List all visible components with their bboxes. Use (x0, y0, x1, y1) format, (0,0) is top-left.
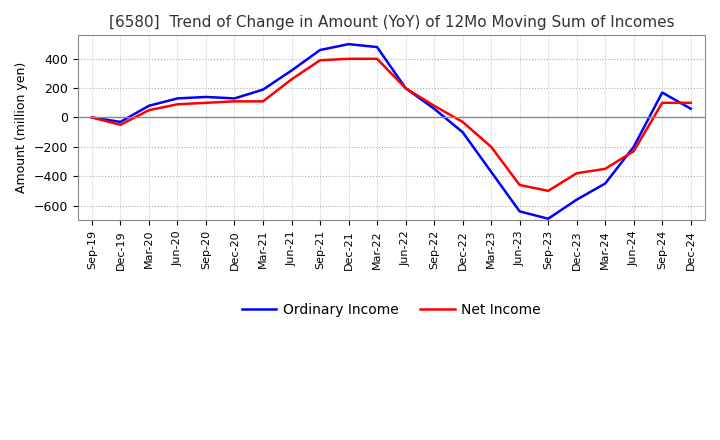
Ordinary Income (344, 41, 353, 47)
Net Income (373, 56, 382, 62)
Ordinary Income (601, 181, 610, 186)
Net Income (516, 182, 524, 187)
Ordinary Income (629, 144, 638, 150)
Net Income (173, 102, 181, 107)
Ordinary Income (686, 106, 695, 111)
Ordinary Income (459, 129, 467, 135)
Ordinary Income (116, 119, 125, 125)
Ordinary Income (373, 44, 382, 50)
Net Income (202, 100, 210, 106)
Y-axis label: Amount (million yen): Amount (million yen) (15, 62, 28, 194)
Net Income (401, 85, 410, 91)
Legend: Ordinary Income, Net Income: Ordinary Income, Net Income (236, 297, 546, 323)
Ordinary Income (658, 90, 667, 95)
Ordinary Income (516, 209, 524, 214)
Ordinary Income (202, 94, 210, 99)
Net Income (344, 56, 353, 62)
Line: Ordinary Income: Ordinary Income (92, 44, 690, 219)
Net Income (430, 103, 438, 108)
Net Income (315, 58, 324, 63)
Ordinary Income (401, 85, 410, 91)
Net Income (258, 99, 267, 104)
Ordinary Income (315, 48, 324, 53)
Net Income (88, 115, 96, 120)
Line: Net Income: Net Income (92, 59, 690, 191)
Net Income (601, 166, 610, 172)
Ordinary Income (173, 96, 181, 101)
Net Income (287, 77, 296, 82)
Net Income (572, 171, 581, 176)
Net Income (686, 100, 695, 106)
Net Income (658, 100, 667, 106)
Net Income (459, 119, 467, 125)
Ordinary Income (145, 103, 153, 108)
Ordinary Income (487, 169, 495, 174)
Ordinary Income (544, 216, 552, 221)
Net Income (487, 144, 495, 150)
Ordinary Income (572, 197, 581, 202)
Net Income (145, 107, 153, 113)
Ordinary Income (430, 106, 438, 111)
Net Income (230, 99, 239, 104)
Ordinary Income (230, 96, 239, 101)
Ordinary Income (287, 68, 296, 73)
Net Income (629, 149, 638, 154)
Ordinary Income (258, 87, 267, 92)
Net Income (544, 188, 552, 194)
Title: [6580]  Trend of Change in Amount (YoY) of 12Mo Moving Sum of Incomes: [6580] Trend of Change in Amount (YoY) o… (109, 15, 674, 30)
Ordinary Income (88, 115, 96, 120)
Net Income (116, 122, 125, 128)
